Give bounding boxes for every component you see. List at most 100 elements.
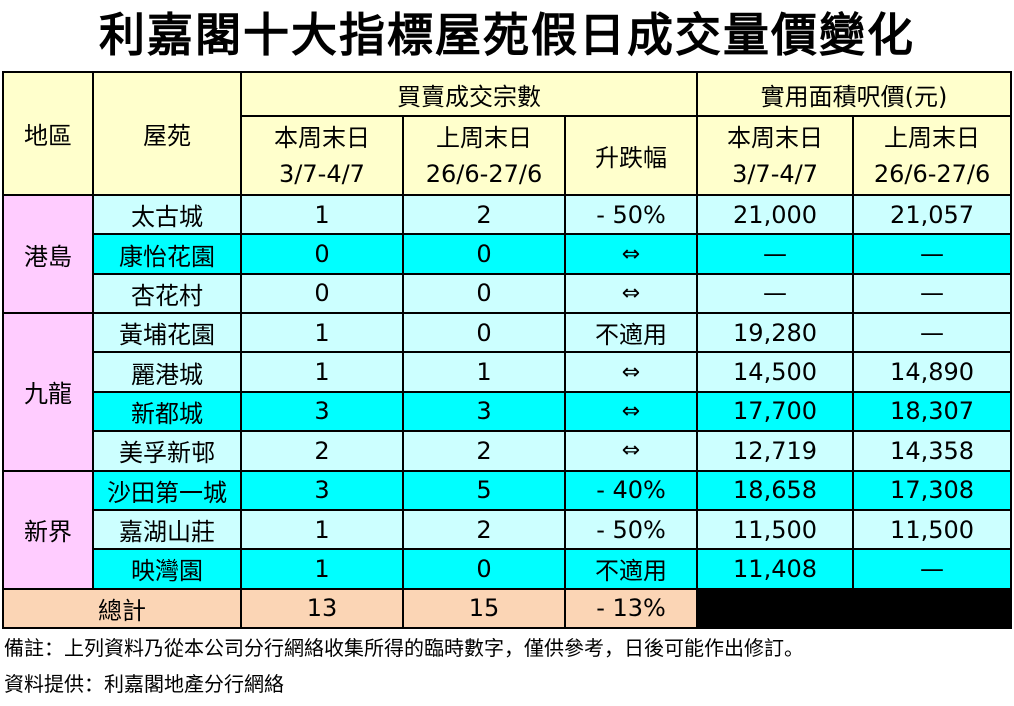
total-blank-cell <box>696 587 1013 630</box>
table-row: 映灣園 1 0 不適用 11,408 — <box>3 548 1013 590</box>
total-this-weekend: 13 <box>240 587 404 630</box>
this-weekend-count: 1 <box>240 194 404 236</box>
this-weekend-count: 3 <box>240 390 404 433</box>
table-row: 美孚新邨 2 2 ⇔ 12,719 14,358 <box>3 430 1013 472</box>
this-weekend-count: 1 <box>240 548 404 590</box>
total-last-weekend: 15 <box>402 587 566 630</box>
last-weekend-count: 1 <box>402 351 566 393</box>
last-weekend-count: 3 <box>402 390 566 433</box>
this-weekend-count: 0 <box>240 272 404 315</box>
price-this-weekend: 17,700 <box>696 390 855 433</box>
estate-cell: 太古城 <box>92 194 242 236</box>
price-this-weekend: — <box>696 272 855 315</box>
estate-cell: 杏花村 <box>92 272 242 315</box>
last-weekend-count: 0 <box>402 548 566 590</box>
last-weekend-count: 5 <box>402 469 566 511</box>
estate-cell: 嘉湖山莊 <box>92 508 242 551</box>
price-last-weekend: 11,500 <box>852 508 1013 551</box>
change-cell: ⇔ <box>563 272 699 315</box>
price-this-weekend: 14,500 <box>696 351 855 393</box>
price-this-weekend: 19,280 <box>696 312 855 354</box>
table-row: 杏花村 0 0 ⇔ — — <box>3 272 1013 315</box>
header-last-weekend: 上周末日 26/6-27/6 <box>402 115 566 197</box>
table-row: 麗港城 1 1 ⇔ 14,500 14,890 <box>3 351 1013 393</box>
table-row: 九龍 黃埔花園 1 0 不適用 19,280 — <box>2 312 1013 472</box>
price-last-weekend: 17,308 <box>852 469 1013 511</box>
region-cell: 新界 <box>2 469 94 590</box>
price-last-weekend: — <box>852 548 1013 590</box>
page-title: 利嘉閣十大指標屋苑假日成交量價變化 <box>99 8 915 62</box>
last-weekend-count: 2 <box>402 430 566 472</box>
change-cell: ⇔ <box>563 351 699 393</box>
price-last-weekend: — <box>852 312 1013 354</box>
total-change: - 13% <box>563 587 699 630</box>
price-this-weekend: — <box>696 233 855 275</box>
source-note: 資料提供：利嘉閣地產分行網絡 <box>4 672 284 696</box>
header-last-weekend-dates: 26/6-27/6 <box>425 159 543 188</box>
this-weekend-count: 0 <box>240 233 404 275</box>
table-row: 康怡花園 0 0 ⇔ — — <box>3 233 1013 275</box>
header-this-weekend-label: 本周末日 <box>274 123 370 152</box>
price-last-weekend: 14,890 <box>852 351 1013 393</box>
price-last-weekend: 21,057 <box>852 194 1013 236</box>
change-cell: 不適用 <box>563 312 699 354</box>
estate-cell: 映灣園 <box>92 548 242 590</box>
transactions-table: 地區 屋苑 買賣成交宗數 實用面積呎價(元) 本周末日 3/7-4/7 上周末日… <box>2 70 1013 630</box>
table-row: 嘉湖山莊 1 2 - 50% 11,500 11,500 <box>3 508 1013 551</box>
last-weekend-count: 0 <box>402 272 566 315</box>
price-this-weekend: 12,719 <box>696 430 855 472</box>
remark-note: 備註：上列資料乃從本公司分行網絡收集所得的臨時數字，僅供參考，日後可能作出修訂。 <box>4 636 804 660</box>
header-transactions-group: 買賣成交宗數 <box>239 70 699 118</box>
change-cell: ⇔ <box>563 390 699 433</box>
change-cell: ⇔ <box>563 233 699 275</box>
header-this-weekend: 本周末日 3/7-4/7 <box>240 115 404 197</box>
this-weekend-count: 3 <box>240 469 404 511</box>
last-weekend-count: 0 <box>402 233 566 275</box>
total-label: 總計 <box>2 587 242 630</box>
header-price-last-weekend-dates: 26/6-27/6 <box>873 159 991 188</box>
header-price-this-weekend-label: 本周末日 <box>727 123 824 152</box>
table-row: 新都城 3 3 ⇔ 17,700 18,307 <box>3 390 1013 433</box>
change-cell: 不適用 <box>563 548 699 590</box>
price-this-weekend: 11,408 <box>696 548 855 590</box>
price-last-weekend: 18,307 <box>852 390 1013 433</box>
estate-cell: 美孚新邨 <box>92 430 242 472</box>
estate-cell: 麗港城 <box>92 351 242 393</box>
table-row: 新界 沙田第一城 3 5 - 40% 18,658 17,308 <box>2 469 1013 590</box>
this-weekend-count: 2 <box>240 430 404 472</box>
change-cell: ⇔ <box>563 430 699 472</box>
header-price-this-weekend-dates: 3/7-4/7 <box>732 159 818 188</box>
price-last-weekend: 14,358 <box>852 430 1013 472</box>
total-row: 總計 13 15 - 13% <box>2 587 1013 630</box>
change-cell: - 50% <box>563 508 699 551</box>
estate-cell: 沙田第一城 <box>92 469 242 511</box>
this-weekend-count: 1 <box>240 312 404 354</box>
estate-cell: 康怡花園 <box>92 233 242 275</box>
estate-cell: 黃埔花園 <box>92 312 242 354</box>
price-this-weekend: 18,658 <box>696 469 855 511</box>
region-cell: 港島 <box>2 194 94 315</box>
region-cell: 九龍 <box>2 312 94 472</box>
this-weekend-count: 1 <box>240 508 404 551</box>
header-last-weekend-label: 上周末日 <box>436 123 532 152</box>
table-row: 港島 太古城 1 2 - 50% 21,000 21,057 <box>2 194 1013 315</box>
last-weekend-count: 2 <box>402 508 566 551</box>
change-cell: - 40% <box>563 469 699 511</box>
this-weekend-count: 1 <box>240 351 404 393</box>
price-last-weekend: — <box>852 272 1013 315</box>
estate-cell: 新都城 <box>92 390 242 433</box>
last-weekend-count: 0 <box>402 312 566 354</box>
change-cell: - 50% <box>563 194 699 236</box>
header-price-this-weekend: 本周末日 3/7-4/7 <box>696 115 855 197</box>
header-change: 升跌幅 <box>563 115 699 197</box>
header-price-last-weekend-label: 上周末日 <box>884 123 981 152</box>
price-last-weekend: — <box>852 233 1013 275</box>
header-this-weekend-dates: 3/7-4/7 <box>279 159 365 188</box>
header-estate: 屋苑 <box>92 70 242 197</box>
price-this-weekend: 11,500 <box>696 508 855 551</box>
header-price-group: 實用面積呎價(元) <box>696 70 1013 118</box>
header-region: 地區 <box>2 70 94 197</box>
last-weekend-count: 2 <box>402 194 566 236</box>
header-price-last-weekend: 上周末日 26/6-27/6 <box>852 115 1013 197</box>
price-this-weekend: 21,000 <box>696 194 855 236</box>
